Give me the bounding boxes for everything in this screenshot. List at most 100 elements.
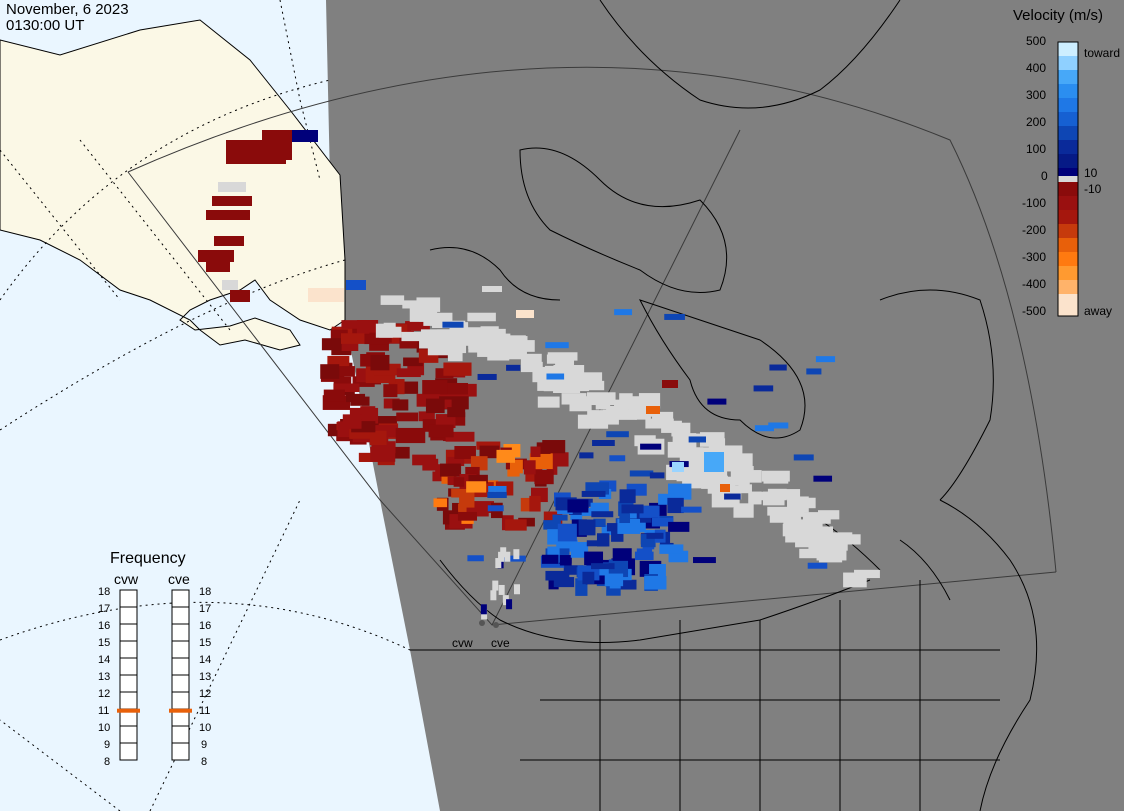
velocity-cell: [447, 352, 463, 362]
velocity-cell: [570, 542, 589, 558]
velocity-cell: [509, 459, 523, 474]
velocity-cell: [396, 368, 421, 378]
velocity-cell: [222, 280, 238, 290]
velocity-cell: [440, 463, 462, 477]
velocity-cell: [815, 356, 836, 363]
velocity-cell: [793, 454, 814, 461]
velocity-cell: [206, 210, 250, 220]
velocity-cell: [339, 366, 355, 377]
colorbar-segment: [1058, 210, 1078, 224]
velocity-cell: [498, 551, 505, 562]
velocity-cell: [640, 443, 662, 450]
velocity-cell: [369, 340, 389, 351]
velocity-cell: [759, 491, 787, 501]
velocity-cell: [342, 414, 362, 429]
velocity-cell: [513, 549, 520, 560]
velocity-cell: [715, 445, 743, 454]
velocity-cell: [351, 421, 376, 433]
freq-scale-cell: [119, 725, 138, 744]
colorbar-tick: 200: [1026, 115, 1047, 129]
velocity-cell: [744, 470, 762, 483]
velocity-cell: [440, 382, 469, 395]
velocity-cell: [416, 297, 441, 312]
velocity-cell: [466, 481, 487, 493]
velocity-cell: [612, 548, 632, 561]
velocity-cell: [214, 236, 244, 246]
colorbar-segment: [1058, 98, 1078, 112]
velocity-cell: [556, 369, 578, 380]
velocity-cell: [523, 460, 536, 475]
velocity-cell: [482, 286, 502, 292]
velocity-cell: [676, 473, 706, 482]
velocity-cell: [658, 493, 675, 505]
cvw-site-marker: [479, 620, 485, 626]
velocity-cell: [356, 320, 379, 334]
dark-land-region: [326, 0, 1124, 811]
velocity-cell: [545, 570, 570, 581]
colorbar-segment: [1058, 168, 1078, 176]
velocity-cell: [433, 329, 456, 343]
velocity-cell: [807, 562, 828, 569]
velocity-cell: [425, 398, 445, 414]
velocity-cell: [477, 373, 497, 380]
velocity-cell: [546, 373, 565, 380]
velocity-cell: [530, 446, 541, 458]
freq-scale-cell: [119, 657, 138, 676]
velocity-cell: [606, 431, 629, 438]
freq-scale-right: 8: [201, 756, 208, 768]
velocity-cell: [443, 362, 472, 376]
colorbar-segment: [1058, 176, 1078, 182]
coastlines: [410, 0, 1038, 811]
colorbar-tick: 500: [1026, 34, 1047, 48]
colorbar-segment: [1058, 280, 1078, 294]
velocity-cell: [333, 376, 352, 388]
velocity-cell: [468, 474, 488, 484]
colorbar-tick: -10: [1084, 182, 1102, 196]
velocity-cell: [411, 321, 430, 331]
velocity-cell: [619, 513, 631, 524]
velocity-cell: [383, 322, 396, 336]
velocity-cell: [817, 510, 840, 520]
velocity-cell: [820, 540, 848, 551]
velocity-cell: [829, 532, 853, 544]
velocity-cell: [488, 485, 507, 492]
velocity-cell: [445, 431, 475, 442]
velocity-cell: [442, 321, 464, 328]
velocity-cell: [563, 565, 584, 575]
velocity-cell: [428, 424, 454, 438]
date-label: November, 6 2023: [6, 1, 129, 18]
colorbar-segment: [1058, 126, 1078, 140]
velocity-cell: [447, 456, 465, 467]
velocity-cell: [371, 416, 397, 427]
colorbar-away-label: away: [1084, 304, 1113, 318]
velocity-cell: [380, 295, 405, 305]
velocity-cell: [818, 548, 843, 563]
velocity-cell: [433, 498, 448, 508]
freq-scale-left: 14: [98, 654, 111, 666]
colorbar-border: [1057, 41, 1079, 317]
velocity-cell: [341, 340, 359, 351]
velocity-cell: [405, 321, 420, 331]
colorbar-segment: [1058, 182, 1078, 196]
velocity-cell: [754, 425, 774, 432]
colorbar-segment: [1058, 238, 1078, 252]
colorbar-segment: [1058, 196, 1078, 210]
velocity-cell: [230, 290, 250, 302]
colorbar-tick: -200: [1022, 223, 1047, 237]
velocity-cell: [569, 396, 592, 412]
velocity-cell: [506, 599, 513, 610]
velocity-cell: [487, 505, 504, 512]
velocity-cell: [604, 573, 624, 587]
colorbar-tick: -100: [1022, 196, 1047, 210]
velocity-cell: [557, 523, 577, 542]
velocity-cell: [349, 429, 375, 439]
velocity-cell: [688, 436, 706, 443]
velocity-cell: [591, 511, 614, 518]
freq-scale-left: 10: [98, 722, 111, 734]
freq-scale-right: 13: [199, 671, 212, 683]
velocity-cell: [659, 544, 684, 554]
velocity-colorbar: [1057, 41, 1079, 317]
freq-scale-cell: [171, 623, 190, 642]
velocity-cell: [813, 475, 833, 482]
colorbar-segment: [1058, 42, 1078, 56]
